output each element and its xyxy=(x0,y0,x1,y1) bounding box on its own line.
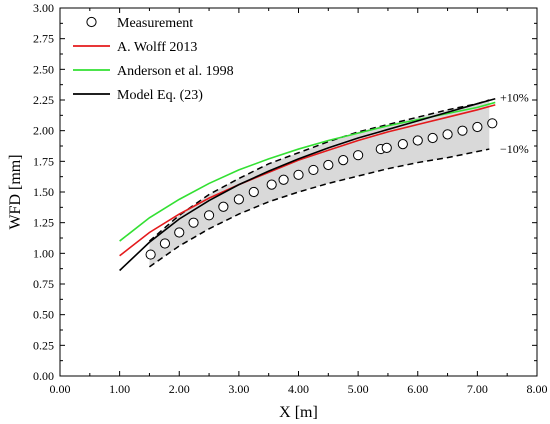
x-tick-label: 4.00 xyxy=(288,382,309,396)
measurement-point xyxy=(457,125,468,136)
band-layer xyxy=(148,99,490,268)
y-tick-label: 1.00 xyxy=(33,246,54,260)
measurement-point xyxy=(338,155,349,166)
y-tick-label: 0.50 xyxy=(33,308,54,322)
measurement-point xyxy=(323,159,334,171)
x-tick-label: 2.00 xyxy=(169,382,190,396)
legend-measurement-marker xyxy=(86,16,97,28)
measurement-point xyxy=(472,121,483,133)
series-line-model xyxy=(119,98,496,272)
y-tick-label: 1.50 xyxy=(33,185,54,199)
legend-model-label: Model Eq. (23) xyxy=(117,88,203,103)
y-tick-label: 1.75 xyxy=(33,154,54,168)
y-tick-label: 0.25 xyxy=(33,338,54,352)
x-tick-label: 1.00 xyxy=(109,382,130,396)
band-upper-dashed xyxy=(148,99,490,242)
y-tick-label: 0.75 xyxy=(33,277,54,291)
measurement-point xyxy=(381,142,392,153)
measurement-point xyxy=(412,135,423,146)
band-fill xyxy=(149,100,490,267)
measurement-point xyxy=(308,164,319,176)
legend: Measurement A. Wolff 2013 Anderson et al… xyxy=(73,16,234,103)
x-axis-title: X [m] xyxy=(279,404,318,421)
measurement-point xyxy=(278,174,289,185)
annotation-minus-10: −10% xyxy=(500,142,529,156)
measurement-point xyxy=(188,217,199,228)
measurement-point xyxy=(218,201,229,212)
series-line-wolff xyxy=(119,104,496,257)
x-tick-label: 0.00 xyxy=(50,382,71,396)
measurement-point xyxy=(427,132,438,144)
legend-anderson-label: Anderson et al. 1998 xyxy=(117,64,234,79)
measurement-point xyxy=(233,194,244,205)
measurement-point xyxy=(487,118,498,129)
measurement-point xyxy=(203,210,215,221)
x-tick-label: 5.00 xyxy=(348,382,369,396)
legend-measurement-label: Measurement xyxy=(117,16,193,31)
y-tick-label: 2.50 xyxy=(33,62,54,76)
band-lower-dashed xyxy=(149,148,490,268)
y-tick-label: 0.00 xyxy=(33,369,54,383)
x-tick-label: 3.00 xyxy=(228,382,249,396)
measurement-point xyxy=(248,186,259,198)
x-tick-label: 7.00 xyxy=(467,382,488,396)
measurement-point xyxy=(266,179,277,190)
measurement-point xyxy=(353,150,364,161)
x-tick-label: 6.00 xyxy=(407,382,428,396)
measurement-point xyxy=(145,249,156,260)
axes-layer: 0.00 1.00 2.00 3.00 4.00 5.00 6.00 7.00 8.00 0.00… xyxy=(33,1,548,396)
x-tick-label: 8.00 xyxy=(527,382,548,396)
annotation-plus-10: +10% xyxy=(500,91,529,105)
y-tick-label: 2.25 xyxy=(33,93,54,107)
marker-layer xyxy=(145,118,498,260)
y-tick-label: 3.00 xyxy=(33,1,54,15)
y-tick-label: 1.25 xyxy=(33,216,54,230)
measurement-point xyxy=(174,227,185,238)
measurement-point xyxy=(293,169,304,180)
measurement-point xyxy=(397,139,408,150)
y-tick-label: 2.75 xyxy=(33,32,54,46)
y-tick-label: 2.00 xyxy=(33,124,54,138)
measurement-point xyxy=(159,238,171,249)
y-axis-title: WFD [mm] xyxy=(7,154,24,229)
series-layer xyxy=(119,98,496,272)
measurement-point xyxy=(442,129,453,140)
legend-wolff-label: A. Wolff 2013 xyxy=(117,40,197,55)
